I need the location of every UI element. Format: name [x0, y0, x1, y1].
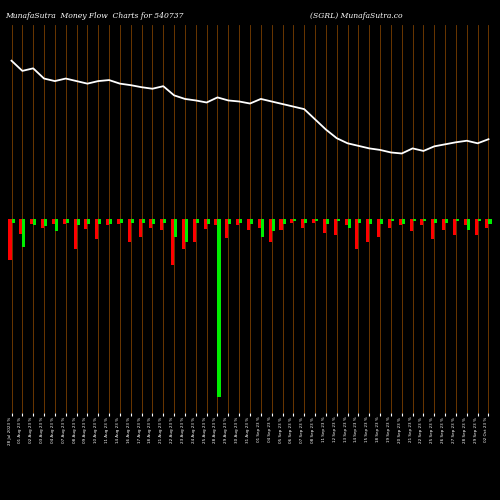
Bar: [236, 219, 239, 225]
Bar: [20, 219, 22, 234]
Bar: [290, 219, 294, 223]
Bar: [402, 219, 405, 224]
Bar: [160, 219, 164, 230]
Bar: [226, 219, 228, 238]
Bar: [62, 219, 66, 224]
Bar: [445, 219, 448, 223]
Bar: [193, 219, 196, 242]
Bar: [218, 219, 220, 397]
Bar: [467, 219, 470, 230]
Bar: [315, 219, 318, 222]
Bar: [95, 219, 98, 239]
Bar: [30, 219, 33, 224]
Bar: [74, 219, 76, 250]
Bar: [138, 219, 141, 236]
Bar: [294, 219, 296, 222]
Bar: [8, 219, 12, 260]
Bar: [41, 219, 44, 228]
Bar: [117, 219, 120, 224]
Bar: [150, 219, 152, 228]
Bar: [410, 219, 412, 232]
Bar: [412, 219, 416, 222]
Bar: [282, 219, 286, 224]
Bar: [44, 219, 47, 226]
Bar: [398, 219, 402, 225]
Bar: [228, 219, 232, 224]
Bar: [171, 219, 174, 264]
Bar: [131, 219, 134, 223]
Bar: [280, 219, 282, 230]
Bar: [206, 219, 210, 224]
Bar: [453, 219, 456, 235]
Bar: [98, 219, 102, 224]
Bar: [312, 219, 315, 223]
Bar: [239, 219, 242, 223]
Bar: [247, 219, 250, 230]
Bar: [268, 219, 272, 242]
Bar: [250, 219, 253, 224]
Bar: [272, 219, 274, 232]
Bar: [420, 219, 424, 225]
Bar: [323, 219, 326, 233]
Bar: [261, 219, 264, 236]
Bar: [142, 219, 144, 223]
Bar: [120, 219, 123, 223]
Text: MunafaSutra  Money Flow  Charts for 540737: MunafaSutra Money Flow Charts for 540737: [5, 12, 184, 20]
Bar: [456, 219, 459, 222]
Bar: [424, 219, 426, 222]
Bar: [326, 219, 329, 224]
Bar: [391, 219, 394, 222]
Bar: [214, 219, 218, 225]
Bar: [301, 219, 304, 228]
Bar: [358, 219, 362, 223]
Bar: [488, 219, 492, 224]
Bar: [388, 219, 391, 228]
Bar: [380, 219, 383, 224]
Bar: [33, 219, 36, 225]
Bar: [486, 219, 488, 228]
Bar: [185, 219, 188, 242]
Bar: [55, 219, 58, 232]
Bar: [478, 219, 480, 222]
Bar: [369, 219, 372, 224]
Bar: [348, 219, 350, 228]
Bar: [442, 219, 445, 230]
Bar: [182, 219, 185, 250]
Bar: [196, 219, 199, 223]
Bar: [377, 219, 380, 236]
Bar: [434, 219, 438, 223]
Bar: [12, 219, 14, 223]
Bar: [432, 219, 434, 239]
Text: (SGRL) MunafaSutra.co: (SGRL) MunafaSutra.co: [310, 12, 402, 20]
Bar: [356, 219, 358, 250]
Bar: [88, 219, 90, 224]
Bar: [76, 219, 80, 225]
Bar: [106, 219, 109, 225]
Bar: [152, 219, 156, 224]
Bar: [128, 219, 131, 242]
Bar: [204, 219, 206, 229]
Bar: [474, 219, 478, 235]
Bar: [304, 219, 307, 223]
Bar: [66, 219, 68, 223]
Bar: [336, 219, 340, 222]
Bar: [52, 219, 55, 224]
Bar: [22, 219, 26, 247]
Bar: [366, 219, 369, 242]
Bar: [164, 219, 166, 223]
Bar: [464, 219, 467, 225]
Bar: [334, 219, 336, 235]
Bar: [344, 219, 348, 225]
Bar: [84, 219, 87, 229]
Bar: [109, 219, 112, 224]
Bar: [174, 219, 177, 236]
Bar: [258, 219, 261, 228]
